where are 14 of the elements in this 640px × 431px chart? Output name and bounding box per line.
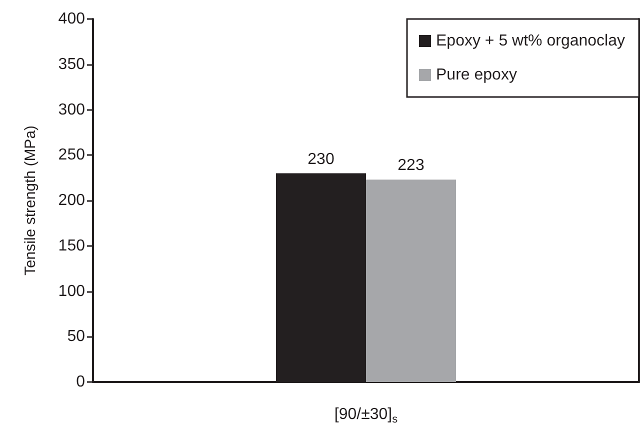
data-label: 230 xyxy=(308,150,334,168)
y-tick-label: 350 xyxy=(58,56,86,73)
y-tick-label: 300 xyxy=(58,101,86,118)
data-label: 223 xyxy=(398,157,424,174)
y-tick-label: 100 xyxy=(58,282,86,300)
y-tick-label: 250 xyxy=(58,146,86,164)
legend-label: Epoxy + 5 wt% organoclay xyxy=(436,32,626,50)
legend-label: Pure epoxy xyxy=(436,66,517,84)
y-axis-title: Tensile strength (MPa) xyxy=(22,125,39,276)
y-tick-label: 0 xyxy=(76,374,86,390)
y-tick-label: 50 xyxy=(67,328,86,346)
y-tick-label: 150 xyxy=(58,237,86,254)
y-tick-label: 400 xyxy=(58,10,86,28)
y-tick-label: 200 xyxy=(58,192,86,209)
